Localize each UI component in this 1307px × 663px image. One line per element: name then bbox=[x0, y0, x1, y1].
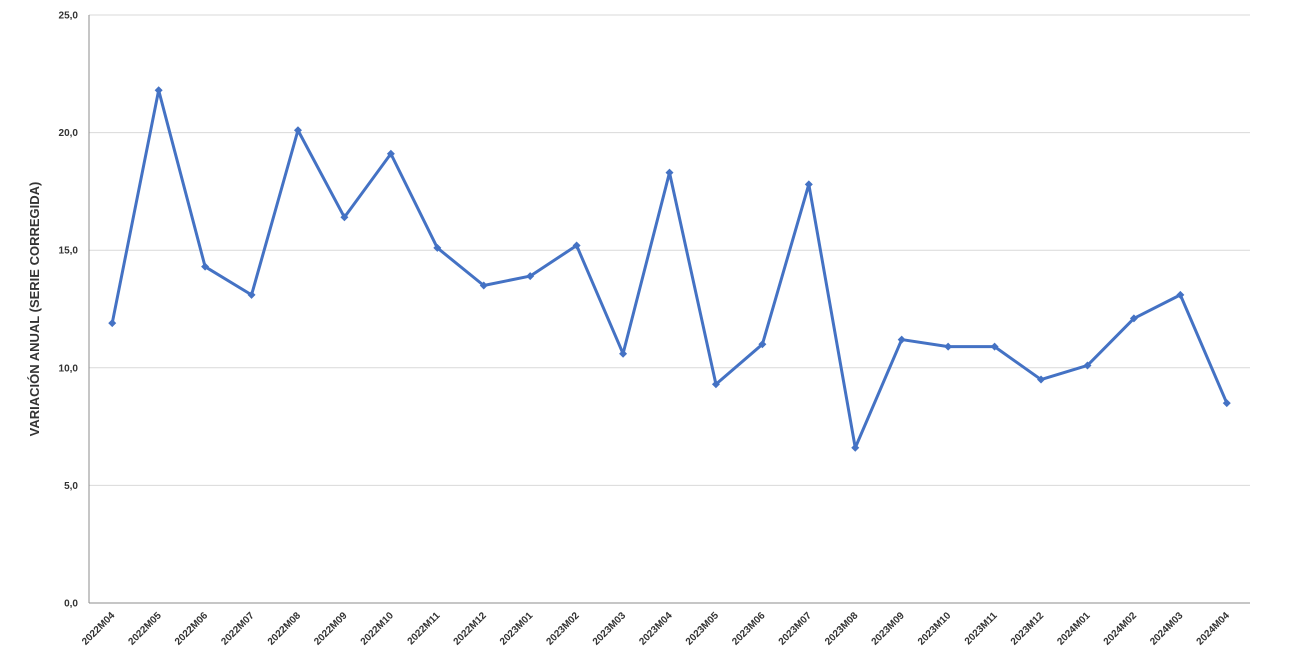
x-tick-label: 2024M02 bbox=[1102, 610, 1140, 648]
x-tick-label: 2023M09 bbox=[870, 610, 908, 648]
y-axis-label: VARIACIÓN ANUAL (SERIE CORREGIDA) bbox=[27, 182, 42, 437]
x-tick-label: 2022M12 bbox=[452, 610, 490, 648]
data-point bbox=[526, 272, 535, 281]
data-point bbox=[990, 342, 999, 351]
data-point bbox=[1129, 314, 1138, 323]
x-tick-label: 2023M04 bbox=[637, 610, 675, 648]
data-point bbox=[154, 86, 163, 95]
x-tick-label: 2024M03 bbox=[1148, 610, 1186, 648]
x-tick-label: 2024M04 bbox=[1195, 610, 1233, 648]
x-tick-label: 2023M02 bbox=[544, 610, 582, 648]
y-tick-label: 15,0 bbox=[59, 246, 79, 257]
data-point bbox=[247, 290, 256, 299]
x-tick-label: 2023M06 bbox=[730, 610, 768, 648]
y-axis: 0,0 5,0 10,0 15,0 20,0 25,0 bbox=[59, 11, 90, 610]
x-tick-label: 2023M10 bbox=[916, 610, 954, 648]
x-tick-label: 2023M03 bbox=[591, 610, 629, 648]
x-tick-label: 2022M11 bbox=[406, 610, 443, 647]
data-point bbox=[758, 340, 767, 349]
data-point bbox=[804, 180, 813, 189]
data-point bbox=[201, 262, 210, 271]
y-tick-label: 10,0 bbox=[59, 363, 79, 374]
y-tick-label: 5,0 bbox=[64, 481, 78, 492]
x-tick-label: 2023M07 bbox=[777, 610, 815, 648]
series-group bbox=[108, 86, 1231, 452]
y-tick-label: 20,0 bbox=[59, 128, 79, 139]
y-tick-label: 0,0 bbox=[64, 599, 78, 610]
x-tick-label: 2023M08 bbox=[823, 610, 861, 648]
x-tick-label: 2022M10 bbox=[359, 610, 397, 648]
data-point bbox=[108, 319, 117, 328]
data-point bbox=[340, 213, 349, 222]
x-tick-label: 2022M07 bbox=[219, 610, 257, 648]
data-point bbox=[851, 443, 860, 452]
gridlines bbox=[89, 14, 1250, 486]
data-point bbox=[1037, 375, 1046, 384]
data-point bbox=[386, 149, 395, 158]
x-axis: 2022M04 2022M05 2022M06 2022M07 2022M08 2022M… bbox=[80, 602, 1250, 648]
x-tick-label: 2023M11 bbox=[963, 610, 1000, 647]
data-point bbox=[897, 335, 906, 344]
data-point bbox=[711, 380, 720, 389]
x-tick-label: 2022M08 bbox=[266, 610, 304, 648]
data-point bbox=[1083, 361, 1092, 370]
series-line bbox=[110, 88, 1229, 450]
data-point bbox=[1222, 399, 1231, 408]
data-point bbox=[1176, 290, 1185, 299]
data-point bbox=[479, 281, 488, 290]
x-tick-label: 2022M09 bbox=[312, 610, 350, 648]
data-point bbox=[944, 342, 953, 351]
data-point bbox=[665, 168, 674, 177]
data-point bbox=[433, 243, 442, 252]
x-tick-label: 2024M01 bbox=[1055, 610, 1093, 648]
y-tick-label: 25,0 bbox=[59, 11, 79, 22]
data-point bbox=[572, 241, 581, 250]
data-point bbox=[293, 126, 302, 135]
x-tick-label: 2023M01 bbox=[498, 610, 536, 648]
x-tick-label: 2022M04 bbox=[80, 610, 118, 648]
x-tick-label: 2022M05 bbox=[127, 610, 165, 648]
x-tick-label: 2023M12 bbox=[1009, 610, 1047, 648]
data-point bbox=[619, 349, 628, 358]
x-tick-label: 2022M06 bbox=[173, 610, 211, 648]
x-tick-label: 2023M05 bbox=[684, 610, 722, 648]
